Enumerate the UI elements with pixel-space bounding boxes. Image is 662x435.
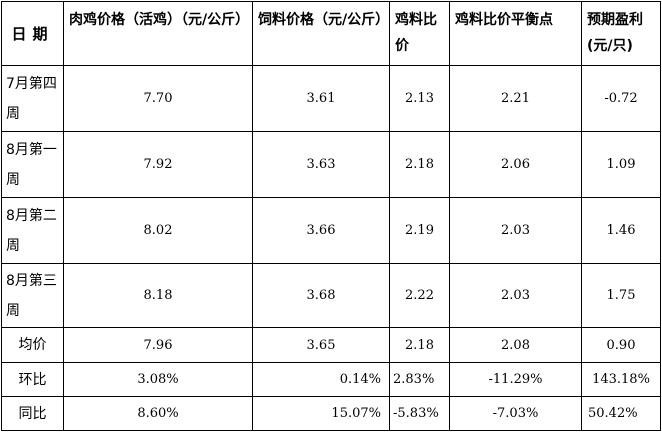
cell-profit: 1.46 — [581, 197, 661, 264]
cell-feed-price: 3.65 — [252, 327, 390, 363]
cell-feed-price: 3.68 — [252, 263, 390, 328]
row-label: 8月第一周 — [1, 131, 64, 198]
cell-balance-point: 2.08 — [449, 327, 582, 363]
cell-ratio: 2.19 — [389, 197, 450, 264]
cell-profit: 1.09 — [581, 131, 661, 198]
table-row: 均价 7.96 3.65 2.18 2.08 0.90 — [1, 327, 661, 363]
row-label: 均价 — [1, 327, 64, 363]
cell-chicken-price: 7.70 — [63, 65, 253, 132]
cell-feed-price: 3.61 — [252, 65, 390, 132]
table-row: 8月第二周 8.02 3.66 2.19 2.03 1.46 — [1, 197, 661, 264]
cell-profit: -0.72 — [581, 65, 661, 132]
header-ratio-balance-point: 鸡料比价平衡点 — [449, 1, 582, 66]
row-label: 8月第二周 — [1, 197, 64, 264]
cell-balance-point: 2.03 — [449, 197, 582, 264]
cell-balance-point: -7.03% — [449, 396, 582, 431]
row-label: 8月第三周 — [1, 263, 64, 328]
row-label: 同比 — [1, 396, 64, 431]
header-feed-price: 饲料价格（元/公斤） — [252, 1, 390, 66]
cell-chicken-price: 7.92 — [63, 131, 253, 198]
cell-ratio: 2.22 — [389, 263, 450, 328]
cell-balance-point: 2.06 — [449, 131, 582, 198]
cell-profit: 1.75 — [581, 263, 661, 328]
cell-balance-point: 2.21 — [449, 65, 582, 132]
cell-profit: 50.42% — [581, 396, 661, 431]
cell-feed-price: 15.07% — [252, 396, 390, 431]
row-label: 环比 — [1, 362, 64, 397]
cell-profit: 143.18% — [581, 362, 661, 397]
table-row: 7月第四周 7.70 3.61 2.13 2.21 -0.72 — [1, 65, 661, 132]
cell-profit: 0.90 — [581, 327, 661, 363]
header-expected-profit: 预期盈利(元/只) — [581, 1, 661, 66]
cell-ratio: 2.83% — [389, 362, 450, 397]
header-chicken-price: 肉鸡价格（活鸡）（元/公斤） — [63, 1, 253, 66]
header-date: 日期 — [1, 1, 64, 66]
table-row: 环比 3.08% 0.14% 2.83% -11.29% 143.18% — [1, 362, 661, 397]
header-row: 日期 肉鸡价格（活鸡）（元/公斤） 饲料价格（元/公斤） 鸡料比价 鸡料比价平衡… — [1, 1, 661, 66]
table-row: 同比 8.60% 15.07% -5.83% -7.03% 50.42% — [1, 396, 661, 431]
cell-ratio: 2.18 — [389, 327, 450, 363]
row-label: 7月第四周 — [1, 65, 64, 132]
table-row: 8月第三周 8.18 3.68 2.22 2.03 1.75 — [1, 263, 661, 328]
cell-balance-point: 2.03 — [449, 263, 582, 328]
cell-chicken-price: 3.08% — [63, 362, 253, 397]
header-chicken-feed-ratio: 鸡料比价 — [389, 1, 450, 66]
cell-ratio: -5.83% — [389, 396, 450, 431]
table-row: 8月第一周 7.92 3.63 2.18 2.06 1.09 — [1, 131, 661, 198]
cell-feed-price: 0.14% — [252, 362, 390, 397]
cell-chicken-price: 7.96 — [63, 327, 253, 363]
cell-balance-point: -11.29% — [449, 362, 582, 397]
cell-feed-price: 3.63 — [252, 131, 390, 198]
cell-ratio: 2.13 — [389, 65, 450, 132]
cell-chicken-price: 8.18 — [63, 263, 253, 328]
cell-chicken-price: 8.60% — [63, 396, 253, 431]
cell-chicken-price: 8.02 — [63, 197, 253, 264]
cell-feed-price: 3.66 — [252, 197, 390, 264]
cell-ratio: 2.18 — [389, 131, 450, 198]
